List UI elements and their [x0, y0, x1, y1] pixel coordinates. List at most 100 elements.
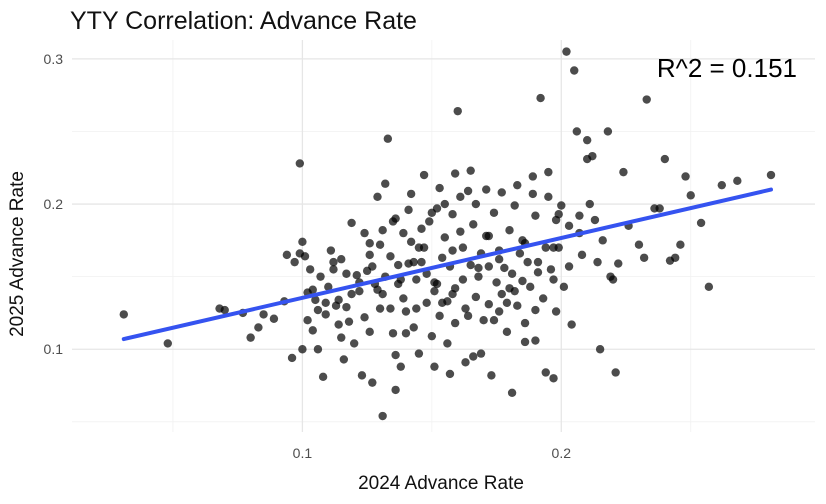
r-squared-annotation: R^2 = 0.151 [657, 53, 797, 83]
data-point [655, 204, 664, 213]
data-point [386, 252, 395, 261]
data-point [469, 352, 478, 361]
data-point [406, 237, 416, 247]
data-point [401, 307, 411, 316]
data-point [642, 95, 651, 104]
data-point [614, 259, 623, 268]
data-point [466, 166, 475, 175]
data-point [337, 255, 346, 264]
data-point [435, 183, 444, 193]
data-point [557, 201, 566, 210]
data-point [119, 310, 128, 319]
data-point [513, 180, 522, 190]
data-point [419, 170, 429, 180]
data-point [505, 225, 514, 235]
data-point [611, 368, 620, 377]
data-point [430, 278, 439, 287]
data-point [458, 243, 468, 252]
y-tick-label: 0.1 [44, 341, 64, 357]
data-point [443, 339, 452, 348]
data-point [427, 331, 437, 341]
data-point [308, 326, 317, 335]
data-point [269, 314, 279, 323]
data-point [448, 210, 457, 219]
data-point [461, 358, 470, 367]
data-point [505, 284, 514, 293]
data-point [365, 250, 374, 260]
data-point [549, 275, 558, 284]
data-point [435, 311, 444, 321]
data-point [502, 298, 512, 307]
data-point [507, 388, 517, 397]
data-point [463, 311, 473, 321]
data-point [639, 253, 649, 262]
data-point [536, 93, 545, 103]
data-point [329, 257, 338, 267]
data-point [494, 255, 504, 264]
data-point [391, 214, 400, 223]
data-point [575, 211, 584, 220]
data-point [430, 362, 439, 371]
data-point [564, 262, 574, 271]
data-point [461, 304, 470, 313]
data-point [544, 167, 553, 177]
data-point [425, 217, 434, 226]
data-point [515, 249, 525, 258]
data-point [378, 225, 387, 235]
data-point [474, 263, 483, 273]
data-point [391, 385, 400, 395]
data-point [414, 349, 424, 358]
data-point [502, 327, 512, 337]
data-point [357, 371, 367, 380]
data-point [406, 189, 416, 199]
data-point [440, 199, 449, 209]
data-point [598, 236, 607, 245]
data-point [313, 345, 323, 354]
data-point [577, 250, 587, 260]
data-point [409, 323, 418, 332]
data-point [308, 285, 317, 294]
data-point [544, 192, 553, 201]
data-point [298, 237, 307, 247]
data-point [497, 188, 506, 197]
data-point [549, 243, 558, 252]
data-point [456, 227, 465, 236]
data-point [417, 224, 426, 233]
data-point [582, 135, 592, 145]
data-point [375, 240, 385, 249]
data-point [474, 272, 483, 281]
data-point [409, 257, 418, 267]
data-point [471, 292, 481, 302]
data-point [347, 218, 356, 228]
data-point [510, 201, 519, 210]
data-point [681, 172, 690, 181]
data-point [588, 151, 597, 161]
data-point [422, 298, 431, 307]
data-point [533, 268, 543, 277]
data-point [450, 318, 460, 328]
data-point [321, 298, 330, 307]
data-point [551, 307, 561, 316]
data-point [466, 260, 475, 270]
data-point [476, 349, 486, 358]
data-point [531, 305, 540, 315]
data-point [487, 371, 496, 380]
data-point [391, 350, 400, 360]
data-point [507, 269, 517, 278]
data-point [489, 316, 499, 325]
data-point [412, 304, 421, 313]
data-point [717, 180, 727, 190]
data-point [373, 285, 382, 294]
data-point [430, 286, 439, 296]
data-point [518, 276, 527, 286]
data-point [440, 233, 449, 242]
data-point [360, 313, 369, 322]
data-point [520, 337, 530, 347]
data-point [484, 231, 494, 241]
data-point [339, 355, 349, 364]
data-point [334, 320, 343, 329]
data-point [254, 323, 263, 332]
data-point [386, 304, 395, 313]
data-point [404, 205, 413, 215]
chart-title: YTY Correlation: Advance Rate [70, 7, 417, 35]
